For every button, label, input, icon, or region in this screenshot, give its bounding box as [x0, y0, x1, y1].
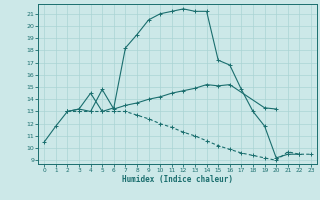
- X-axis label: Humidex (Indice chaleur): Humidex (Indice chaleur): [122, 175, 233, 184]
